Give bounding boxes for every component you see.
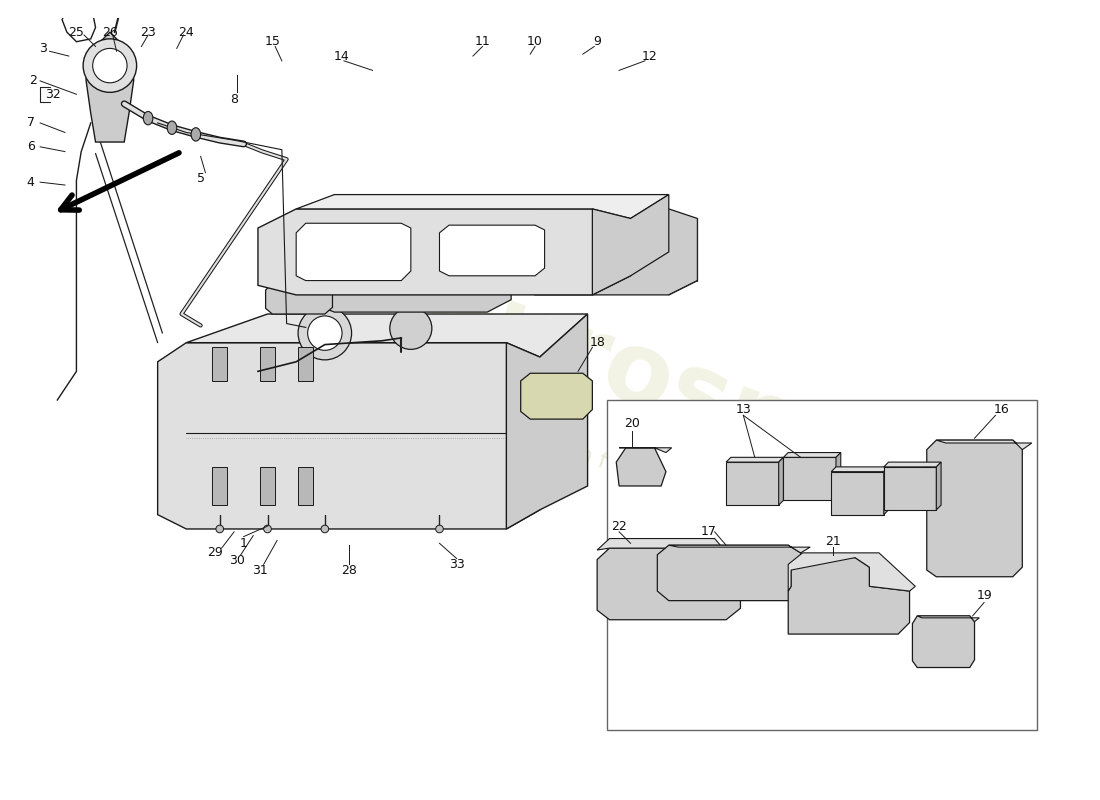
Text: 8: 8 — [230, 93, 238, 106]
Text: 4: 4 — [26, 176, 34, 189]
Text: 20: 20 — [625, 418, 640, 430]
Polygon shape — [440, 225, 544, 276]
Text: 14: 14 — [334, 50, 350, 62]
Ellipse shape — [191, 128, 200, 141]
Polygon shape — [186, 314, 587, 357]
Polygon shape — [836, 453, 840, 500]
Text: 23: 23 — [140, 26, 156, 38]
Polygon shape — [260, 467, 275, 505]
Text: 19: 19 — [976, 590, 992, 602]
Text: 25: 25 — [68, 26, 85, 38]
Text: eurospares: eurospares — [412, 256, 1040, 563]
Polygon shape — [506, 314, 587, 529]
Text: 2: 2 — [30, 74, 37, 87]
Text: 29: 29 — [207, 546, 223, 559]
Bar — [607, 400, 1036, 730]
Polygon shape — [912, 616, 975, 667]
Circle shape — [216, 525, 223, 533]
Circle shape — [308, 316, 342, 350]
Polygon shape — [883, 467, 936, 510]
Text: 31: 31 — [252, 563, 267, 577]
Polygon shape — [832, 472, 883, 514]
Polygon shape — [273, 282, 340, 287]
Text: 21: 21 — [825, 535, 842, 548]
Ellipse shape — [143, 111, 153, 125]
Polygon shape — [726, 458, 783, 462]
Text: 5: 5 — [197, 172, 205, 185]
Text: 32: 32 — [45, 88, 60, 101]
Polygon shape — [298, 467, 314, 505]
Polygon shape — [669, 546, 811, 553]
Circle shape — [298, 306, 352, 360]
Polygon shape — [86, 32, 134, 142]
Polygon shape — [616, 448, 666, 486]
Polygon shape — [597, 538, 747, 582]
Polygon shape — [832, 467, 889, 472]
Polygon shape — [783, 458, 836, 500]
Circle shape — [118, 6, 125, 14]
Polygon shape — [296, 223, 410, 281]
Polygon shape — [212, 467, 228, 505]
Polygon shape — [157, 342, 540, 529]
Text: 11: 11 — [474, 35, 491, 48]
Text: 28: 28 — [341, 563, 356, 577]
Ellipse shape — [167, 121, 177, 134]
Polygon shape — [334, 258, 535, 271]
Polygon shape — [789, 558, 910, 634]
Text: 18: 18 — [590, 336, 605, 349]
Text: 17: 17 — [701, 526, 717, 538]
Polygon shape — [597, 548, 740, 620]
Polygon shape — [212, 347, 228, 381]
Polygon shape — [298, 347, 314, 381]
Text: 16: 16 — [993, 403, 1009, 416]
Circle shape — [389, 307, 432, 350]
Text: 26: 26 — [102, 26, 118, 38]
Polygon shape — [619, 448, 672, 453]
Circle shape — [436, 525, 443, 533]
Text: 15: 15 — [264, 35, 280, 48]
Text: 33: 33 — [449, 558, 464, 571]
Circle shape — [321, 525, 329, 533]
Polygon shape — [658, 546, 801, 601]
Text: 9: 9 — [593, 35, 601, 48]
Polygon shape — [936, 440, 1032, 450]
Polygon shape — [883, 467, 889, 514]
Polygon shape — [779, 458, 783, 505]
Polygon shape — [258, 209, 630, 295]
Text: 6: 6 — [26, 140, 34, 154]
Polygon shape — [917, 616, 979, 622]
Text: 30: 30 — [229, 554, 245, 567]
Polygon shape — [260, 347, 275, 381]
Polygon shape — [520, 374, 593, 419]
Text: 1: 1 — [240, 537, 248, 550]
Polygon shape — [310, 264, 512, 312]
Text: 12: 12 — [641, 50, 658, 62]
Text: 13: 13 — [736, 403, 751, 416]
Polygon shape — [726, 462, 779, 505]
Polygon shape — [265, 283, 332, 314]
Text: 10: 10 — [527, 35, 543, 48]
Polygon shape — [927, 440, 1022, 577]
Circle shape — [264, 525, 272, 533]
Text: 24: 24 — [178, 26, 195, 38]
Polygon shape — [593, 194, 669, 295]
Polygon shape — [783, 453, 840, 458]
Text: 3: 3 — [40, 42, 47, 55]
Text: 22: 22 — [612, 520, 627, 533]
Polygon shape — [789, 553, 915, 591]
Polygon shape — [296, 194, 669, 218]
Polygon shape — [883, 462, 942, 467]
Polygon shape — [62, 3, 96, 42]
Text: a passion for Maserati since 1985: a passion for Maserati since 1985 — [490, 412, 848, 559]
Circle shape — [84, 39, 136, 92]
Polygon shape — [936, 462, 942, 510]
Circle shape — [92, 49, 128, 83]
Polygon shape — [516, 209, 697, 295]
Text: 7: 7 — [26, 117, 34, 130]
